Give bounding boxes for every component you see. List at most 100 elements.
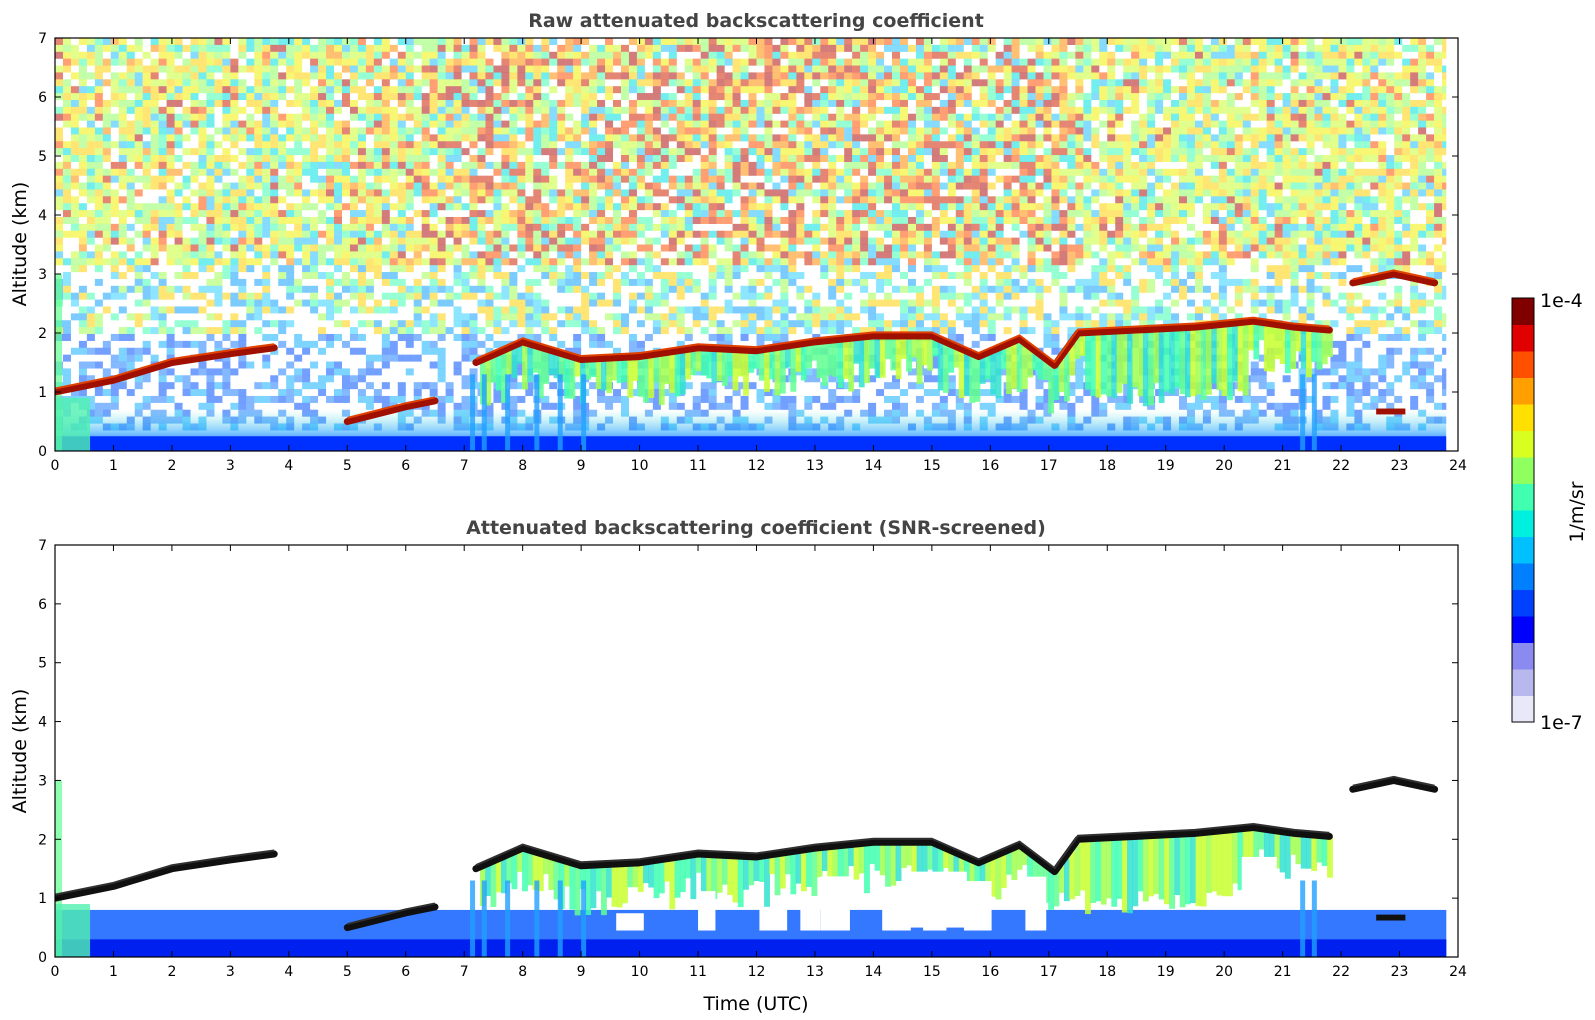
raw-noise-cell <box>1314 93 1323 101</box>
raw-noise-cell <box>1418 251 1427 259</box>
raw-noise-cell <box>150 203 159 211</box>
raw-noise-cell <box>182 196 191 204</box>
raw-noise-cell <box>110 196 119 204</box>
raw-noise-cell <box>294 182 303 190</box>
raw-noise-cell <box>1346 196 1355 204</box>
raw-noise-cell <box>589 113 598 121</box>
raw-noise-cell <box>445 196 454 204</box>
raw-noise-cell <box>1322 196 1331 204</box>
raw-noise-cell <box>772 148 781 156</box>
raw-noise-cell <box>1234 51 1243 59</box>
raw-noise-cell <box>1115 148 1124 156</box>
raw-noise-cell <box>381 86 390 94</box>
raw-noise-cell <box>1370 216 1379 224</box>
raw-noise-cell <box>477 148 486 156</box>
raw-noise-cell <box>1210 230 1219 238</box>
raw-noise-cell <box>102 120 111 128</box>
raw-noise-cell <box>668 134 677 142</box>
raw-noise-cell <box>1234 168 1243 176</box>
raw-noise-cell <box>1314 106 1323 114</box>
raw-noise-cell <box>756 99 765 107</box>
raw-noise-cell <box>1402 258 1411 266</box>
raw-noise-cell <box>1226 230 1235 238</box>
raw-noise-cell <box>461 51 470 59</box>
raw-noise-cell <box>437 38 446 45</box>
raw-noise-cell <box>214 189 223 197</box>
raw-noise-cell <box>668 182 677 190</box>
raw-noise-cell <box>1171 86 1180 94</box>
raw-noise-cell <box>437 51 446 59</box>
raw-noise-cell <box>1418 86 1427 94</box>
raw-noise-cell <box>852 189 861 197</box>
raw-noise-cell <box>1131 134 1140 142</box>
raw-noise-cell <box>1059 189 1068 197</box>
raw-noise-cell <box>1202 86 1211 94</box>
raw-noise-cell <box>222 58 231 66</box>
raw-noise-cell <box>812 141 821 149</box>
raw-noise-cell <box>756 230 765 238</box>
raw-noise-cell <box>597 230 606 238</box>
raw-noise-cell <box>286 189 295 197</box>
raw-noise-cell <box>955 141 964 149</box>
raw-noise-cell <box>70 141 79 149</box>
raw-noise-cell <box>1194 93 1203 101</box>
raw-noise-cell <box>660 168 669 176</box>
raw-noise-cell <box>549 196 558 204</box>
raw-noise-cell <box>1378 86 1387 94</box>
raw-noise-cell <box>788 38 797 45</box>
raw-noise-cell <box>1202 58 1211 66</box>
raw-noise-cell <box>373 251 382 259</box>
raw-noise-cell <box>868 127 877 135</box>
raw-noise-cell <box>1035 120 1044 128</box>
raw-noise-cell <box>357 161 366 169</box>
raw-noise-cell <box>1370 175 1379 183</box>
raw-noise-cell <box>110 251 119 259</box>
raw-noise-cell <box>780 244 789 252</box>
raw-noise-cell <box>118 216 127 224</box>
raw-noise-cell <box>397 38 406 45</box>
raw-noise-cell <box>381 148 390 156</box>
raw-noise-cell <box>389 65 398 73</box>
raw-noise-cell <box>1131 148 1140 156</box>
raw-noise-cell <box>1210 106 1219 114</box>
raw-noise-cell <box>62 141 71 149</box>
raw-noise-cell <box>365 127 374 135</box>
raw-noise-cell <box>190 51 199 59</box>
raw-noise-cell <box>142 265 151 273</box>
raw-noise-cell <box>1083 203 1092 211</box>
raw-noise-cell <box>1338 237 1347 245</box>
raw-noise-cell <box>278 230 287 238</box>
raw-noise-cell <box>118 168 127 176</box>
raw-noise-cell <box>1442 258 1451 266</box>
raw-noise-cell <box>326 258 335 266</box>
raw-noise-cell <box>238 258 247 266</box>
raw-noise-cell <box>828 65 837 73</box>
raw-noise-cell <box>979 237 988 245</box>
raw-noise-cell <box>341 141 350 149</box>
raw-noise-cell <box>581 258 590 266</box>
raw-noise-cell <box>1027 79 1036 87</box>
raw-noise-cell <box>676 175 685 183</box>
raw-noise-cell <box>613 237 622 245</box>
raw-noise-cell <box>1131 79 1140 87</box>
raw-noise-cell <box>1434 141 1443 149</box>
raw-noise-cell <box>453 79 462 87</box>
raw-noise-cell <box>405 93 414 101</box>
raw-noise-cell <box>852 127 861 135</box>
raw-noise-cell <box>1298 189 1307 197</box>
raw-noise-cell <box>445 244 454 252</box>
raw-noise-cell <box>915 155 924 163</box>
raw-noise-cell <box>158 203 167 211</box>
raw-noise-cell <box>668 38 677 45</box>
raw-noise-cell <box>1306 244 1315 252</box>
raw-noise-cell <box>700 86 709 94</box>
raw-noise-cell <box>413 141 422 149</box>
raw-noise-cell <box>429 99 438 107</box>
raw-noise-cell <box>1354 155 1363 163</box>
raw-noise-cell <box>1131 189 1140 197</box>
raw-noise-cell <box>581 196 590 204</box>
raw-noise-cell <box>613 141 622 149</box>
raw-noise-cell <box>636 58 645 66</box>
raw-noise-cell <box>684 148 693 156</box>
raw-noise-cell <box>1290 51 1299 59</box>
